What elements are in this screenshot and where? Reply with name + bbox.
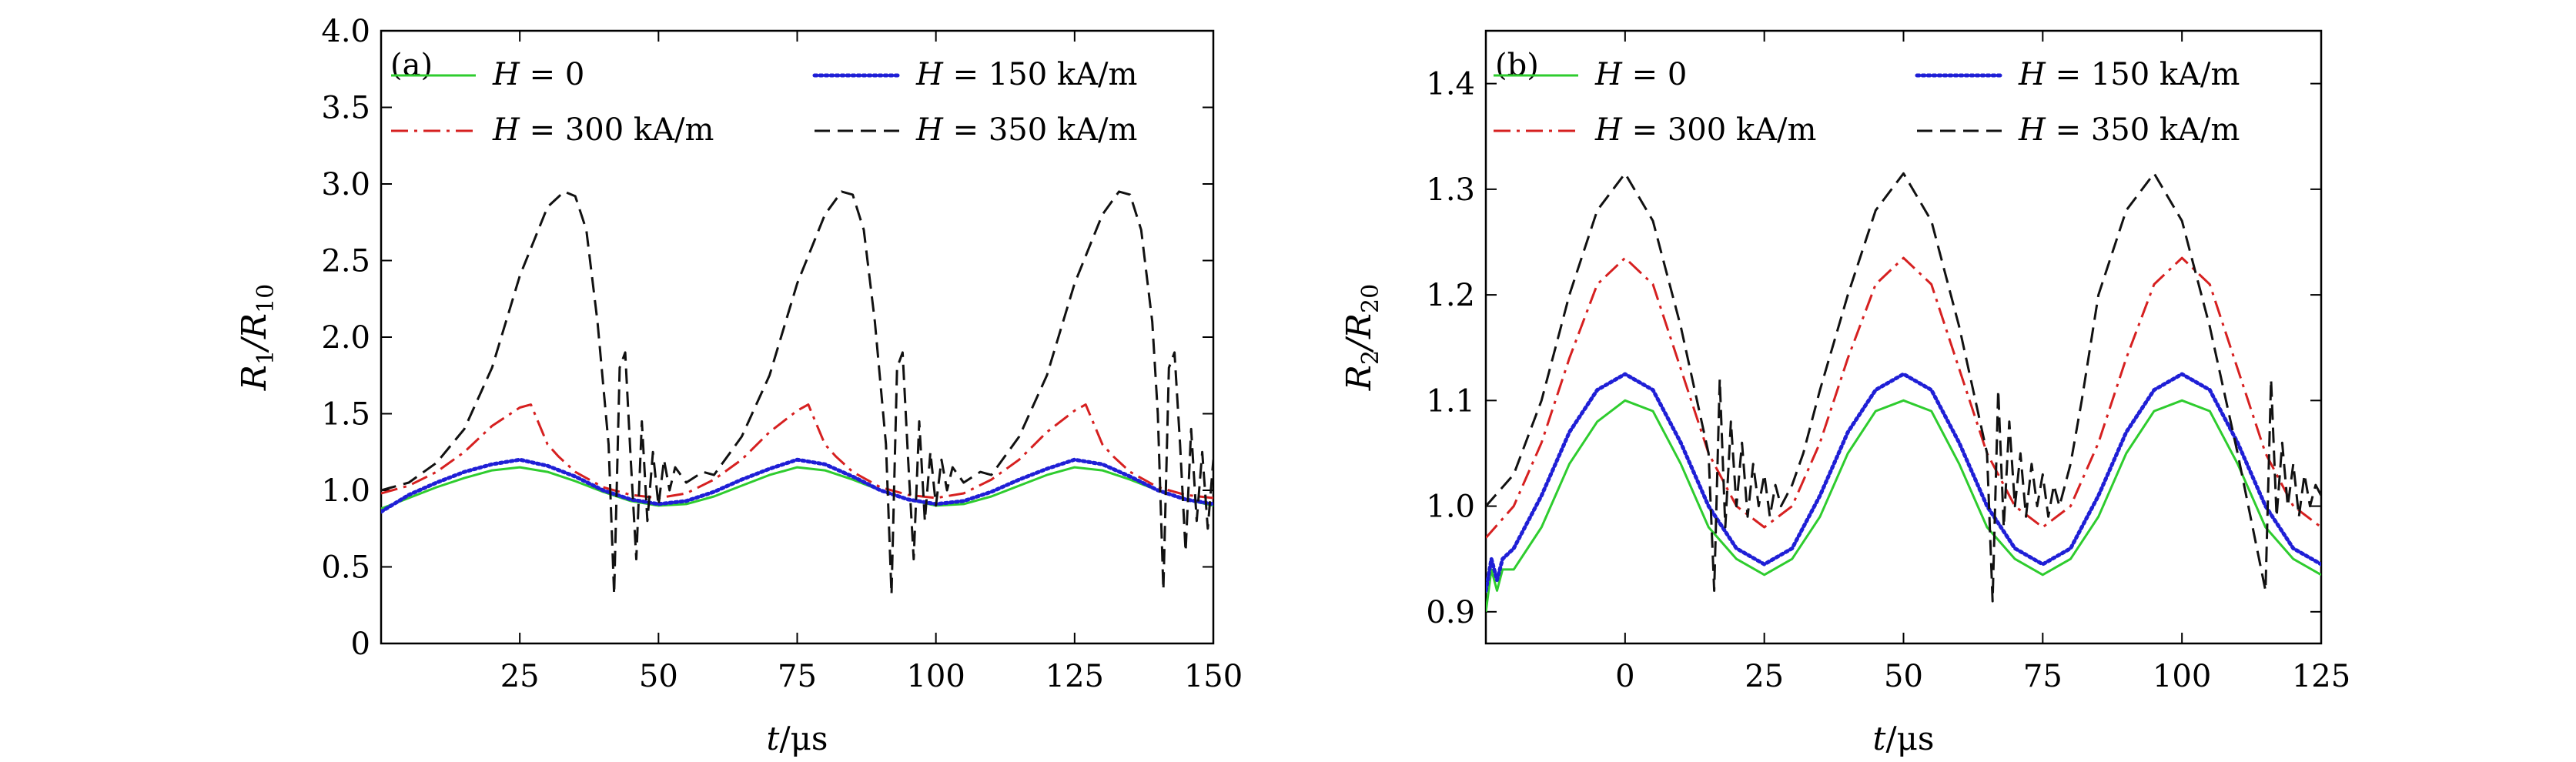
legend-value: = 350 kA/m [943, 112, 1138, 148]
x-tick-label: 125 [1045, 659, 1104, 694]
y-tick-label: 3.5 [321, 91, 370, 126]
legend-value: = 300 kA/m [1622, 112, 1817, 148]
legend-entry: H = 0 [492, 57, 584, 92]
legend-var: H [915, 112, 944, 148]
y-tick-label: 1.3 [1426, 172, 1475, 208]
x-tick-label: 25 [500, 659, 540, 694]
y-axis-label-part: 1 [253, 350, 279, 365]
y-tick-label: 1.2 [1426, 278, 1475, 313]
y-tick-label: 1.5 [321, 397, 370, 433]
y-axis-label-part: 2 [1357, 350, 1384, 365]
series-group [381, 190, 1213, 596]
x-axis-var: t [767, 720, 780, 757]
legend-value: = 150 kA/m [943, 57, 1138, 92]
legend-value: = 0 [1622, 57, 1687, 92]
panel-label: (b) [1495, 48, 1539, 83]
x-axis-label: t/μs [767, 720, 828, 757]
panel-label: (a) [390, 48, 433, 83]
x-tick-label: 100 [906, 659, 965, 694]
y-tick-label: 1.1 [1426, 383, 1475, 419]
y-tick-label: 2.0 [321, 320, 370, 356]
legend-value: = 350 kA/m [2046, 112, 2240, 148]
series-group [1486, 172, 2321, 612]
series-line-300-ka-m [381, 403, 1213, 500]
y-axis-label-part: /R [1340, 313, 1379, 353]
x-axis-label: t/μs [1873, 720, 1935, 757]
y-tick-label: 1.4 [1426, 67, 1475, 102]
y-axis-label-part: 20 [1357, 284, 1384, 313]
legend-value: = 300 kA/m [520, 112, 714, 148]
y-tick-label: 3.0 [321, 167, 370, 202]
legend-var: H [1594, 57, 1623, 92]
y-axis-label: R2/R20 [1340, 284, 1384, 391]
x-axis-unit: /μs [1885, 720, 1934, 757]
y-tick-label: 0.9 [1426, 595, 1475, 630]
y-axis-label-part: 10 [253, 284, 279, 313]
x-tick-label: 125 [2292, 659, 2350, 694]
x-tick-label: 150 [1184, 659, 1243, 694]
legend-var: H [2018, 57, 2046, 92]
x-axis-unit: /μs [779, 720, 828, 757]
legend-var: H [2018, 112, 2046, 148]
x-tick-label: 75 [2023, 659, 2062, 694]
series-line-0 [381, 466, 1213, 510]
legend-var: H [492, 57, 520, 92]
legend-var: H [492, 112, 520, 148]
x-tick-label: 50 [639, 659, 678, 694]
panel-a: 25 50 75 100 125 150 0 0.5 1.0 1.5 2.0 2.5 3.0 3.5 4.0… [235, 14, 1243, 757]
series-line-350-ka-m [1486, 172, 2321, 603]
series-line-150-ka-m [381, 457, 1213, 514]
legend-entry: H = 350 kA/m [2018, 112, 2240, 148]
x-tick-label: 25 [1745, 659, 1784, 694]
y-tick-label: 0.5 [321, 550, 370, 586]
y-tick-label: 1.0 [1426, 490, 1475, 525]
x-tick-label: 50 [1884, 659, 1923, 694]
legend-value: = 0 [520, 57, 584, 92]
x-tick-label: 100 [2153, 659, 2211, 694]
series-line-350-ka-m [381, 190, 1213, 596]
legend-entry: H = 0 [1594, 57, 1687, 92]
series-line-0 [1486, 399, 2321, 612]
y-axis-label-part: R [235, 365, 274, 391]
legend-var: H [1594, 112, 1623, 148]
x-tick-label: 0 [1615, 659, 1634, 694]
series-line-300-ka-m [1486, 256, 2321, 539]
y-axis-label-part: R [1340, 365, 1379, 391]
x-tick-label: 75 [778, 659, 817, 694]
legend-entry: H = 150 kA/m [2018, 57, 2240, 92]
legend-entry: H = 300 kA/m [492, 112, 714, 148]
legend-var: H [915, 57, 944, 92]
legend-entry: H = 150 kA/m [915, 57, 1137, 92]
y-tick-label: 4.0 [321, 14, 370, 49]
legend-entry: H = 300 kA/m [1594, 112, 1816, 148]
y-axis-label: R1/R10 [235, 284, 279, 391]
legend-entry: H = 350 kA/m [915, 112, 1137, 148]
y-axis-label-part: /R [235, 313, 274, 353]
legend-value: = 150 kA/m [2046, 57, 2240, 92]
y-tick-label: 0 [351, 627, 370, 662]
x-axis-var: t [1873, 720, 1886, 757]
y-tick-label: 1.0 [321, 473, 370, 509]
y-tick-label: 2.5 [321, 244, 370, 279]
series-line-150-ka-m [1486, 372, 2321, 593]
